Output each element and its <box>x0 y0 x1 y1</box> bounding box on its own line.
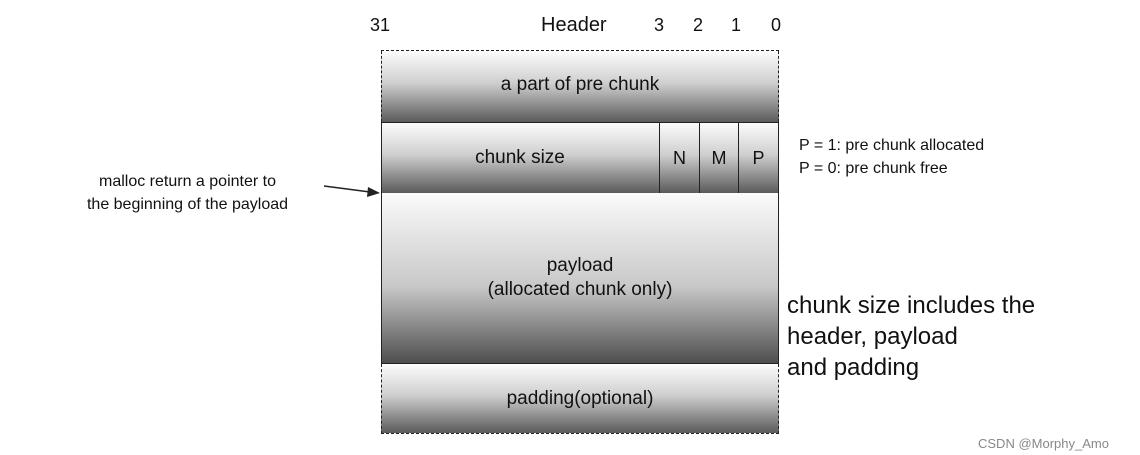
header-title: Header <box>541 14 607 36</box>
chunk-size-row: chunk size N M P <box>381 122 779 194</box>
dashed-top-line <box>381 50 779 51</box>
pointer-arrow-icon <box>323 185 380 197</box>
padding-label: padding(optional) <box>506 388 654 409</box>
p1-note: P = 1: pre chunk allocated <box>799 137 985 154</box>
bit-1-label: 1 <box>731 15 742 35</box>
bit-0-label: 0 <box>771 15 782 35</box>
flag-m-cell: M <box>699 123 738 193</box>
bit-2-label: 2 <box>693 15 704 35</box>
size-note-line-2: header, payload <box>787 323 958 350</box>
chunk-size-label: chunk size <box>475 147 565 168</box>
pre-chunk-label: a part of pre chunk <box>500 74 660 95</box>
pointer-annotation: malloc return a pointer to the beginning… <box>50 170 325 216</box>
pointer-line-1: malloc return a pointer to <box>99 173 276 190</box>
watermark: CSDN @Morphy_Amo <box>978 436 1109 451</box>
chunk-size-note: chunk size includes the header, payload … <box>787 290 1035 383</box>
pre-chunk-block: a part of pre chunk <box>381 51 779 122</box>
payload-block: payload (allocated chunk only) <box>381 193 779 364</box>
flag-p-cell: P <box>738 123 778 193</box>
flag-p-label: P <box>752 147 765 168</box>
size-note-line-1: chunk size includes the <box>787 292 1036 319</box>
pointer-line-2: the beginning of the payload <box>86 196 289 213</box>
size-note-line-3: and padding <box>787 354 920 381</box>
payload-label: payload <box>546 255 614 276</box>
p-flag-notes: P = 1: pre chunk allocated P = 0: pre ch… <box>799 134 984 180</box>
payload-sublabel: (allocated chunk only) <box>487 279 673 300</box>
bit-3-label: 3 <box>654 15 665 35</box>
flag-n-label: N <box>673 147 686 168</box>
bit-31-label: 31 <box>370 15 391 35</box>
flag-n-cell: N <box>659 123 699 193</box>
padding-block: padding(optional) <box>381 364 779 434</box>
p0-note: P = 0: pre chunk free <box>799 160 948 177</box>
flag-m-label: M <box>711 147 727 168</box>
